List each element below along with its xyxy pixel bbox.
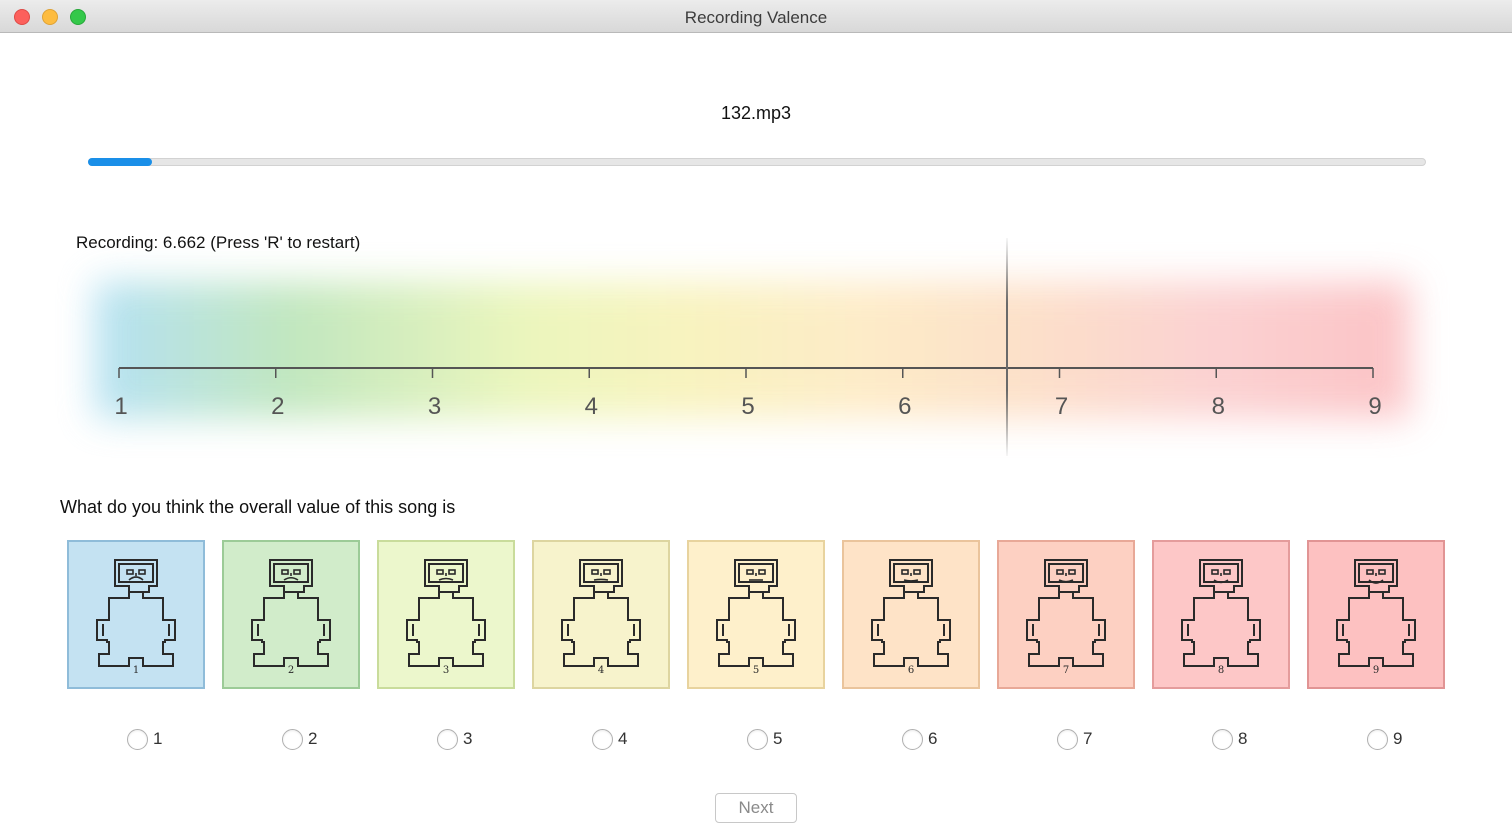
sam-figure-7[interactable]: 7: [997, 540, 1135, 689]
sam-body-icon: 5: [716, 559, 796, 676]
song-filename: 132.mp3: [720, 103, 792, 123]
sam-figure-number: 5: [753, 665, 759, 676]
valence-option-3[interactable]: 3: [437, 728, 472, 750]
scale-tick-label: 4: [585, 393, 598, 420]
radio-label: 6: [928, 729, 938, 748]
radio-button[interactable]: [1367, 728, 1388, 750]
valence-option-5[interactable]: 5: [747, 728, 782, 750]
close-window-button[interactable]: [14, 9, 30, 25]
title-bar: Recording Valence: [0, 0, 1512, 33]
valence-color-gradient: [95, 282, 1410, 418]
valence-option-2[interactable]: 2: [282, 728, 317, 750]
radio-button[interactable]: [127, 728, 148, 750]
radio-label: 1: [153, 729, 163, 748]
sam-figure-8[interactable]: 8: [1152, 540, 1290, 689]
question-text: What do you think the overall value of t…: [60, 497, 456, 517]
scale-tick-label: 6: [898, 393, 911, 420]
sam-figure-6[interactable]: 6: [842, 540, 980, 689]
sam-figure-2[interactable]: 2: [222, 540, 360, 689]
sam-figure-number: 4: [598, 665, 604, 676]
valence-cursor-line[interactable]: [1006, 238, 1008, 456]
sam-figure-number: 9: [1373, 665, 1379, 676]
sam-body-icon: 1: [96, 559, 176, 676]
minimize-window-button[interactable]: [42, 9, 58, 25]
sam-figure-number: 6: [908, 665, 914, 676]
sam-figure-9[interactable]: 9: [1307, 540, 1445, 689]
sam-figure-4[interactable]: 4: [532, 540, 670, 689]
radio-label: 4: [618, 729, 628, 748]
radio-button[interactable]: [437, 728, 458, 750]
sam-figure-number: 2: [288, 665, 294, 676]
radio-label: 8: [1238, 729, 1248, 748]
window-title: Recording Valence: [684, 8, 828, 27]
radio-button[interactable]: [902, 728, 923, 750]
next-button[interactable]: Next: [715, 793, 797, 823]
radio-label: 7: [1083, 729, 1093, 748]
sam-body-icon: 4: [561, 559, 641, 676]
scale-tick-label: 5: [741, 393, 754, 420]
sam-body-icon: 2: [251, 559, 331, 676]
playback-progress-fill: [88, 158, 152, 166]
sam-body-icon: 7: [1026, 559, 1106, 676]
sam-figure-5[interactable]: 5: [687, 540, 825, 689]
sam-body-icon: 3: [406, 559, 486, 676]
sam-figure-3[interactable]: 3: [377, 540, 515, 689]
scale-tick-label: 3: [428, 393, 441, 420]
sam-figure-1[interactable]: 1: [67, 540, 205, 689]
sam-figure-number: 1: [133, 665, 139, 676]
valence-option-1[interactable]: 1: [127, 728, 162, 750]
radio-button[interactable]: [747, 728, 768, 750]
radio-button[interactable]: [592, 728, 613, 750]
radio-label: 2: [308, 729, 318, 748]
playback-progress-bar: [88, 158, 1426, 166]
sam-figure-number: 8: [1218, 665, 1224, 676]
valence-option-6[interactable]: 6: [902, 728, 937, 750]
zoom-window-button[interactable]: [70, 9, 86, 25]
valence-option-7[interactable]: 7: [1057, 728, 1092, 750]
sam-body-icon: 8: [1181, 559, 1261, 676]
radio-label: 9: [1393, 729, 1403, 748]
sam-body-icon: 6: [871, 559, 951, 676]
radio-button[interactable]: [1212, 728, 1233, 750]
valence-option-4[interactable]: 4: [592, 728, 627, 750]
scale-tick-label: 2: [271, 393, 284, 420]
valence-option-9[interactable]: 9: [1367, 728, 1402, 750]
radio-button[interactable]: [1057, 728, 1078, 750]
sam-figure-number: 3: [443, 665, 449, 676]
radio-button[interactable]: [282, 728, 303, 750]
scale-tick-label: 8: [1212, 393, 1225, 420]
scale-tick-label: 7: [1055, 393, 1068, 420]
recording-status: Recording: 6.662 (Press 'R' to restart): [76, 233, 361, 252]
radio-label: 3: [463, 729, 473, 748]
sam-figure-number: 7: [1063, 665, 1069, 676]
scale-tick-label: 1: [114, 393, 127, 420]
sam-body-icon: 9: [1336, 559, 1416, 676]
valence-option-8[interactable]: 8: [1212, 728, 1247, 750]
radio-label: 5: [773, 729, 783, 748]
scale-tick-label: 9: [1368, 393, 1381, 420]
